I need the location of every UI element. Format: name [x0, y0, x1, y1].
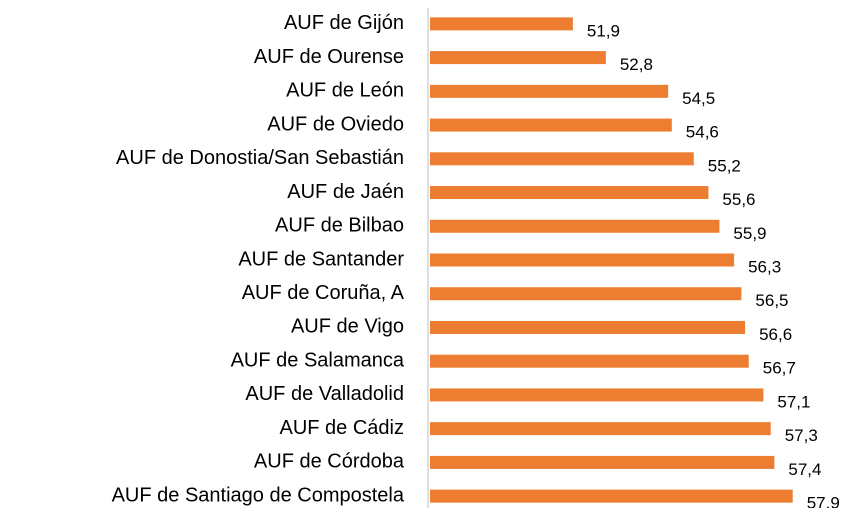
- category-label: AUF de Santiago de Compostela: [112, 484, 405, 506]
- value-label: 57,1: [777, 392, 810, 411]
- value-label: 55,6: [722, 190, 755, 209]
- value-label: 55,9: [733, 224, 766, 243]
- category-label: AUF de Vigo: [291, 316, 404, 338]
- bar: [430, 422, 771, 436]
- bar: [430, 219, 720, 233]
- bar: [430, 253, 735, 267]
- value-label: 52,8: [620, 55, 653, 74]
- bar: [430, 17, 573, 31]
- value-label: 56,6: [759, 325, 792, 344]
- category-label: AUF de Córdoba: [254, 451, 405, 473]
- bar: [430, 152, 694, 166]
- category-label: AUF de Ourense: [254, 46, 404, 68]
- category-label: AUF de Gijón: [284, 12, 404, 34]
- value-label: 56,3: [748, 257, 781, 276]
- bar: [430, 51, 606, 65]
- category-label: AUF de Oviedo: [267, 113, 404, 135]
- bar: [430, 354, 749, 368]
- category-label: AUF de Jaén: [287, 181, 404, 203]
- category-label: AUF de Cádiz: [280, 417, 405, 439]
- bar: [430, 186, 709, 200]
- value-label: 56,5: [755, 291, 788, 310]
- value-label: 56,7: [763, 359, 796, 378]
- value-label: 51,9: [587, 21, 620, 40]
- bar: [430, 489, 793, 503]
- category-label: AUF de Donostia/San Sebastián: [116, 147, 404, 169]
- value-label: 57,3: [785, 426, 818, 445]
- value-label: 55,2: [708, 156, 741, 175]
- category-label: AUF de Santander: [238, 248, 404, 270]
- category-label: AUF de Valladolid: [245, 383, 404, 405]
- bar: [430, 287, 742, 301]
- bar: [430, 455, 775, 469]
- category-label: AUF de Bilbao: [275, 215, 404, 237]
- bar: [430, 118, 672, 132]
- bar: [430, 84, 669, 98]
- value-label: 54,6: [686, 123, 719, 142]
- category-label: AUF de Coruña, A: [242, 282, 405, 304]
- category-label: AUF de León: [286, 80, 404, 102]
- value-label: 54,5: [682, 89, 715, 108]
- value-label: 57,9: [807, 494, 840, 508]
- category-label: AUF de Salamanca: [231, 349, 405, 371]
- bar: [430, 320, 746, 334]
- bar: [430, 388, 764, 402]
- value-label: 57,4: [788, 460, 821, 479]
